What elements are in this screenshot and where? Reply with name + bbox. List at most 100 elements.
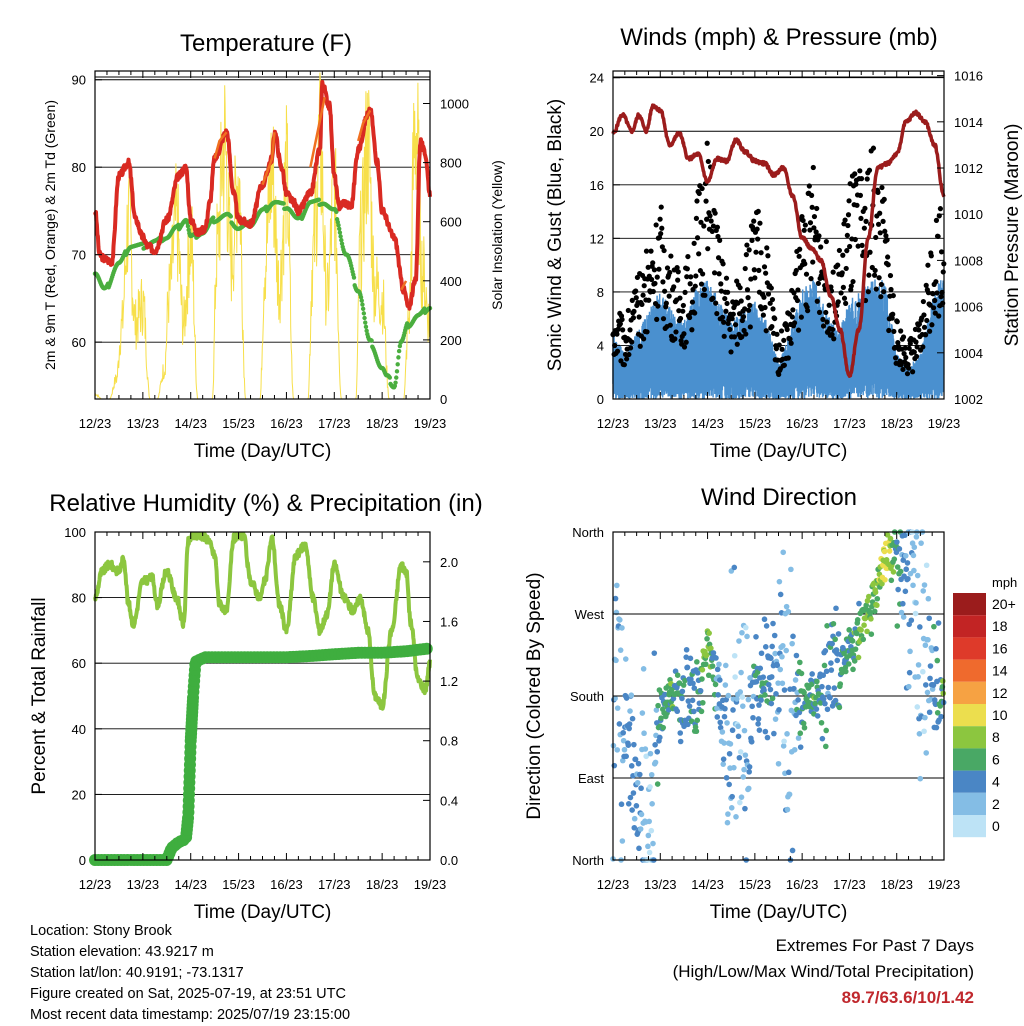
point-gust — [820, 316, 826, 322]
point-gust — [880, 218, 886, 224]
point-wind-direction — [628, 763, 635, 769]
point-gust — [689, 299, 696, 305]
point-gust — [824, 319, 830, 325]
point-wind-direction — [895, 586, 901, 593]
point-wind-direction — [635, 760, 642, 767]
point-wind-direction — [767, 686, 774, 693]
point-gust — [748, 276, 754, 282]
point-wind-direction — [775, 760, 782, 767]
point-wind-direction — [781, 738, 787, 745]
point-gust — [681, 344, 688, 350]
point-gust — [887, 272, 894, 279]
point-gust — [685, 253, 691, 260]
point-gust — [788, 340, 794, 346]
y-axis-left: 0 4 8 12 16 20 24 Sonic Wind & Gust (Blue, Blac… — [545, 71, 620, 407]
point-wind-direction — [762, 728, 769, 735]
point-gust — [703, 198, 709, 204]
point-gust — [641, 283, 647, 289]
series-rainfall — [89, 642, 433, 866]
point-wind-direction — [632, 756, 639, 763]
point-wind-direction — [742, 752, 749, 758]
point-gust — [925, 290, 932, 296]
point-gust — [634, 274, 640, 281]
point-wind-direction — [868, 631, 875, 637]
y-tick-label: 20 — [590, 124, 604, 139]
point-gust — [861, 225, 867, 231]
point-wind-direction — [858, 627, 864, 633]
point-wind-direction — [731, 564, 738, 571]
point-wind-direction — [651, 650, 658, 656]
point-wind-direction — [653, 707, 660, 713]
point-wind-direction — [613, 657, 619, 664]
point-wind-direction — [797, 659, 803, 666]
point-gust — [802, 261, 808, 267]
y2-tick-label: 2.0 — [440, 555, 458, 570]
point-wind-direction — [758, 650, 765, 657]
point-gust — [721, 319, 727, 325]
point-wind-direction — [722, 705, 728, 712]
point-gust — [629, 297, 635, 304]
x-tick-label: 14/23 — [174, 877, 207, 892]
point-wind-direction — [780, 549, 787, 556]
point-wind-direction — [904, 560, 911, 566]
point-gust — [831, 336, 837, 342]
colorbar-swatch — [953, 681, 986, 704]
point-wind-direction — [823, 727, 830, 734]
point-wind-direction — [773, 691, 779, 697]
point-gust — [873, 234, 879, 241]
colorbar-label: 10 — [992, 707, 1008, 723]
point-wind-direction — [720, 756, 727, 762]
point-wind-direction — [739, 629, 745, 636]
point-gust — [769, 296, 776, 303]
point-gust — [784, 326, 790, 333]
y2-tick-label: 1010 — [954, 207, 983, 222]
point-wind-direction — [902, 588, 909, 595]
chart-title: Wind Direction — [701, 484, 857, 511]
point-wind-direction — [894, 564, 901, 570]
point-gust — [871, 272, 878, 278]
point-wind-direction — [636, 845, 642, 852]
x-tick-label: 13/23 — [127, 877, 160, 892]
chart-temperature: Temperature (F) 12/23 13/23 14/23 15/23 16/23… — [42, 30, 505, 462]
point-wind-direction — [874, 602, 880, 609]
point-wind-direction — [694, 670, 701, 676]
point-gust — [870, 145, 877, 151]
point-wind-direction — [637, 771, 643, 778]
x-tick-label: 17/23 — [318, 416, 351, 431]
point-gust — [673, 329, 679, 335]
point-wind-direction — [791, 746, 798, 753]
point-gust — [722, 295, 728, 302]
point-wind-direction — [634, 779, 641, 786]
point-wind-direction — [611, 762, 618, 769]
point-wind-direction — [902, 552, 909, 559]
chart-title: Temperature (F) — [180, 30, 352, 57]
point-gust — [921, 324, 928, 330]
x-tick-label: 18/23 — [366, 877, 399, 892]
point-wind-direction — [914, 572, 921, 579]
y2-tick-label: 1004 — [954, 346, 983, 361]
point-gust — [815, 280, 822, 287]
point-gust — [769, 324, 775, 330]
y-tick-label: North — [572, 853, 604, 868]
point-gust — [770, 306, 776, 312]
point-wind-direction — [714, 705, 720, 712]
x-tick-label: 19/23 — [928, 416, 961, 431]
point-wind-direction — [749, 703, 755, 710]
extremes-values: 89.7/63.6/10/1.42 — [841, 988, 974, 1007]
plot-area — [610, 103, 947, 399]
point-gust — [704, 140, 710, 146]
point-gust — [675, 269, 681, 275]
point-wind-direction — [900, 600, 906, 607]
point-wind-direction — [783, 647, 790, 654]
point-gust — [913, 353, 920, 360]
point-wind-direction — [645, 832, 652, 839]
point-wind-direction — [925, 595, 932, 602]
point-gust — [793, 267, 799, 274]
point-wind-direction — [622, 656, 629, 662]
point-wind-direction — [645, 843, 651, 850]
x-tick-label: 17/23 — [833, 877, 866, 892]
series-wind-direction — [610, 529, 947, 863]
point-wind-direction — [704, 635, 710, 642]
x-tick-label: 12/23 — [597, 416, 630, 431]
point-wind-direction — [925, 636, 931, 643]
